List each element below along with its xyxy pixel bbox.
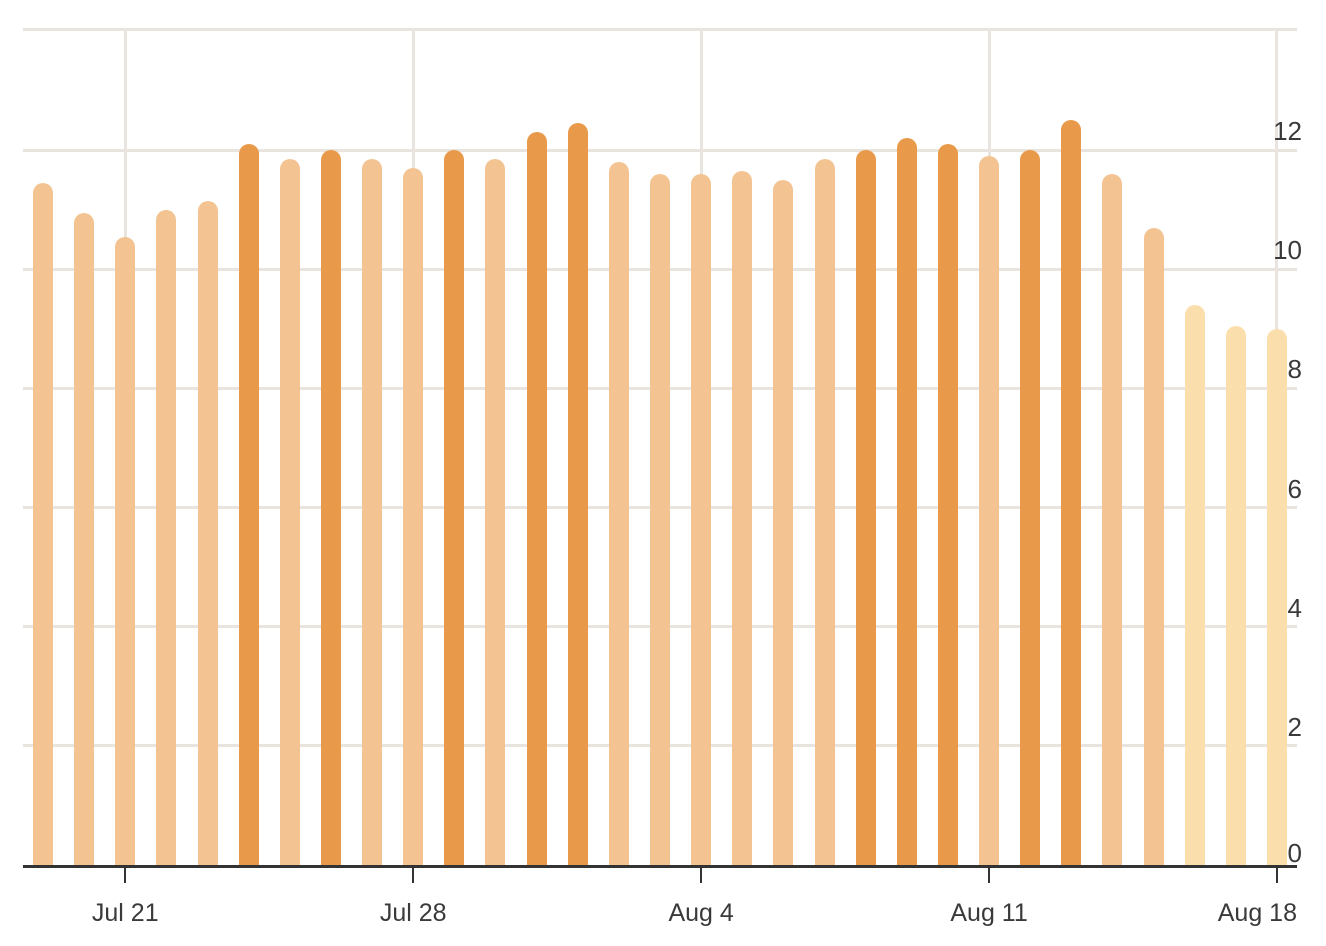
x-axis-label: Jul 28 <box>379 899 447 927</box>
x-axis-label: Aug 11 <box>950 899 1028 927</box>
x-axis-label: Aug 4 <box>668 899 734 927</box>
bar[interactable] <box>33 183 53 865</box>
bar[interactable] <box>608 162 629 865</box>
bar[interactable] <box>74 213 95 865</box>
bar[interactable] <box>279 159 300 865</box>
x-axis-label: Jul 21 <box>91 899 159 927</box>
bar[interactable] <box>238 144 259 865</box>
bar[interactable] <box>1020 150 1041 865</box>
bar[interactable] <box>1225 326 1246 865</box>
bar[interactable] <box>896 138 917 865</box>
y-axis-label: 2 <box>1287 711 1302 742</box>
bar[interactable] <box>979 156 1000 865</box>
bar[interactable] <box>773 180 794 865</box>
plot-area <box>23 28 1297 868</box>
bar[interactable] <box>1184 305 1205 865</box>
bar[interactable] <box>1266 329 1287 865</box>
bar[interactable] <box>1061 120 1082 865</box>
bar[interactable] <box>937 144 958 865</box>
bar[interactable] <box>567 123 588 865</box>
y-axis-label: 10 <box>1273 235 1302 266</box>
bar[interactable] <box>1143 228 1164 865</box>
bar[interactable] <box>444 150 465 865</box>
x-axis-tick <box>1275 868 1278 883</box>
x-axis-tick <box>988 868 991 883</box>
y-axis-label: 12 <box>1273 116 1302 147</box>
bar[interactable] <box>156 210 177 865</box>
bar[interactable] <box>320 150 341 865</box>
bar[interactable] <box>855 150 876 865</box>
y-axis-label: 0 <box>1287 838 1302 868</box>
bar[interactable] <box>1102 174 1123 865</box>
y-axis-label: 4 <box>1287 592 1302 623</box>
bar[interactable] <box>526 132 547 865</box>
x-axis-label: Aug 18 <box>1217 899 1297 927</box>
y-axis-label: 6 <box>1287 473 1302 504</box>
bar[interactable] <box>403 168 424 865</box>
bar[interactable] <box>485 159 506 865</box>
x-axis-tick <box>124 868 127 883</box>
y-axis-label: 8 <box>1287 354 1302 385</box>
bar[interactable] <box>649 174 670 865</box>
x-axis-tick <box>700 868 703 883</box>
bar[interactable] <box>691 174 712 865</box>
bar[interactable] <box>732 171 753 865</box>
bar[interactable] <box>197 201 218 865</box>
x-axis-tick <box>412 868 415 883</box>
bar[interactable] <box>115 237 136 865</box>
horizontal-gridline <box>23 148 1297 152</box>
bar[interactable] <box>362 159 383 865</box>
bar[interactable] <box>814 159 835 865</box>
